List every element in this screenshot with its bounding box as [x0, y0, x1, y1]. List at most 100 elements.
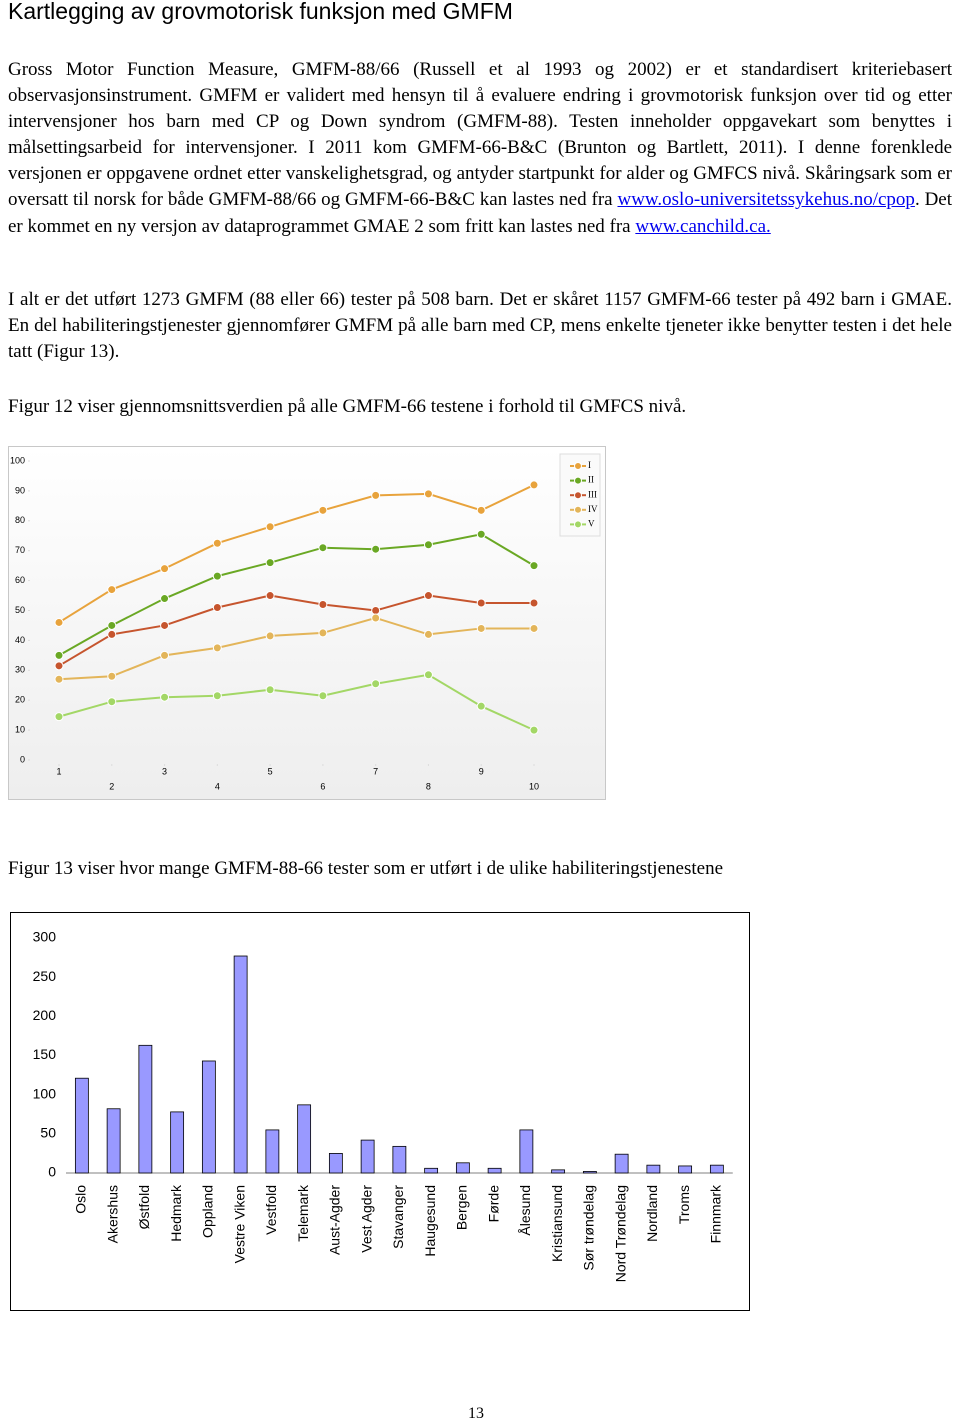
bar	[170, 1111, 185, 1174]
y-tick-label: 80	[15, 515, 25, 525]
x-tick-label: 4	[215, 781, 220, 791]
point	[212, 691, 222, 701]
point	[423, 591, 433, 601]
chart-frame	[8, 446, 606, 800]
legend-label: III	[588, 489, 597, 499]
x-tick-label: Hedmark	[168, 1184, 184, 1242]
point	[423, 489, 433, 499]
y-tick-label: 30	[15, 665, 25, 675]
text-run: Gross Motor Function Measure, GMFM-88/66…	[8, 59, 952, 211]
point	[318, 628, 328, 638]
link[interactable]: www.canchild.ca.	[635, 215, 771, 237]
point	[476, 623, 486, 633]
bar	[455, 1162, 470, 1174]
point	[529, 598, 539, 608]
y-tick-label: 300	[33, 929, 57, 945]
point	[212, 571, 222, 581]
point	[160, 564, 170, 574]
text-run: I alt er det utført 1273 GMFM (88 eller …	[8, 289, 952, 363]
y-tick-label: 20	[15, 695, 25, 705]
point	[318, 505, 328, 515]
y-tick-label: 50	[40, 1125, 56, 1141]
point	[423, 540, 433, 550]
point	[107, 671, 117, 681]
text-run: . Det er kommet en ny versjon av datapro…	[8, 189, 952, 237]
x-tick-label: 7	[373, 766, 378, 776]
point	[529, 623, 539, 633]
point	[54, 712, 64, 722]
x-tick-label: Haugesund	[422, 1185, 438, 1257]
point	[371, 679, 381, 689]
bar	[709, 1164, 724, 1174]
paragraph: Gross Motor Function Measure, GMFM-88/66…	[8, 57, 952, 240]
y-tick-label: 0	[48, 1164, 56, 1180]
text-run: Figur 12 viser gjennomsnittsverdien på a…	[8, 396, 687, 417]
bar	[328, 1153, 343, 1174]
series-line	[58, 673, 535, 732]
x-tick-label: 3	[162, 766, 167, 776]
point	[107, 629, 117, 639]
x-tick-label: 8	[426, 781, 431, 791]
link[interactable]: www.oslo-universitetssykehus.no/cpop	[617, 189, 915, 211]
point	[160, 692, 170, 702]
x-tick-label: 10	[529, 781, 539, 791]
y-tick-label: 60	[15, 575, 25, 585]
bar	[106, 1108, 121, 1174]
point	[54, 617, 64, 627]
legend-label: V	[588, 518, 595, 528]
point	[476, 529, 486, 539]
point	[265, 591, 275, 601]
series-line	[58, 484, 535, 624]
point	[371, 613, 381, 623]
point	[265, 558, 275, 568]
x-tick-label: Vestfold	[263, 1185, 279, 1235]
y-tick-label: 150	[33, 1046, 57, 1062]
point	[107, 620, 117, 630]
bar	[138, 1044, 153, 1174]
legend-label: I	[588, 460, 591, 470]
point	[265, 685, 275, 695]
point	[212, 538, 222, 548]
x-tick-label: Oslo	[73, 1185, 89, 1214]
point	[318, 543, 328, 553]
point	[371, 544, 381, 554]
x-tick-label: 2	[109, 781, 114, 791]
legend-label: II	[588, 475, 594, 485]
y-tick-label: 40	[15, 635, 25, 645]
bar	[201, 1060, 216, 1174]
point	[529, 725, 539, 735]
y-tick-label: 250	[33, 968, 57, 984]
point	[54, 650, 64, 660]
bar	[519, 1129, 534, 1174]
bar	[424, 1167, 439, 1174]
text-run: Figur 13 viser hvor mange GMFM-88-66 tes…	[8, 858, 723, 879]
x-tick-label: Aust-Agder	[327, 1185, 343, 1255]
x-tick-label: Stavanger	[390, 1185, 406, 1249]
x-tick-label: Kristiansund	[549, 1185, 565, 1262]
bar	[487, 1167, 502, 1174]
page-title: Kartlegging av grovmotorisk funksjon med…	[8, 0, 513, 24]
legend-label: IV	[588, 504, 598, 514]
x-tick-label: Ålesund	[517, 1185, 533, 1236]
bar	[233, 955, 248, 1174]
y-tick-label: 100	[33, 1085, 57, 1101]
point	[476, 505, 486, 515]
legend-marker	[574, 505, 582, 514]
bar-chart: 0 50 100 150 200 250 300 Oslo Akershus Østfold Hed…	[10, 912, 750, 1311]
bar	[360, 1139, 375, 1174]
point	[107, 697, 117, 707]
series-line	[58, 594, 534, 667]
x-tick-label: 6	[320, 781, 325, 791]
bar	[74, 1077, 89, 1174]
point	[107, 585, 117, 595]
point	[265, 631, 275, 641]
legend-marker	[574, 520, 582, 529]
x-tick-label: 1	[56, 766, 61, 776]
legend-marker	[574, 491, 582, 500]
bar	[265, 1129, 280, 1174]
x-tick-label: 5	[268, 766, 273, 776]
x-tick-label: Nord Trøndelag	[612, 1185, 628, 1282]
point	[371, 490, 381, 500]
point	[318, 691, 328, 701]
paragraph: I alt er det utført 1273 GMFM (88 eller …	[8, 287, 952, 365]
